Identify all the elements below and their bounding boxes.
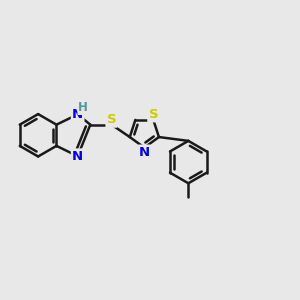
Text: N: N bbox=[72, 150, 83, 163]
Text: S: S bbox=[148, 108, 158, 121]
Text: N: N bbox=[72, 108, 83, 121]
Text: S: S bbox=[107, 113, 116, 127]
Text: H: H bbox=[78, 101, 88, 114]
Text: N: N bbox=[139, 146, 150, 159]
